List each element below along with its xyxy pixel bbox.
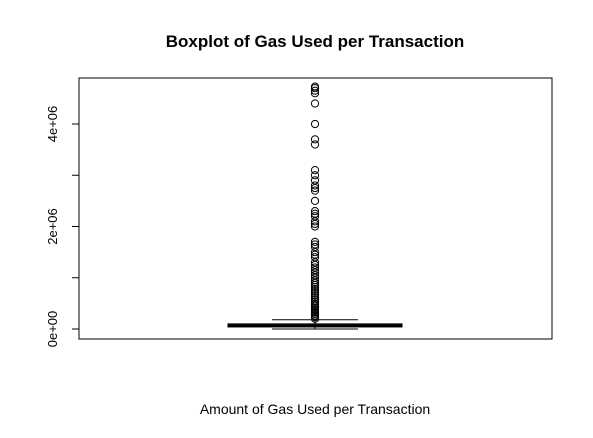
outlier-point-35 [310,222,320,231]
outlier-point-13 [310,293,320,302]
outlier-point-39 [310,209,320,218]
outlier-point-38 [310,212,320,221]
outlier-point-32 [310,242,320,252]
outlier-point-15 [310,289,320,298]
outlier-point-42 [310,186,320,195]
y-axis: 0e+00 2e+06 4e+06 [45,106,80,348]
outlier-point-10 [310,299,320,308]
outlier-point-12 [310,295,320,304]
outlier-point-34 [310,237,320,246]
outlier-point-16 [310,286,320,296]
y-tick-label-0: 0e+00 [45,311,60,348]
outlier-point-53 [310,86,320,95]
y-tick-label-1: 2e+06 [45,208,60,245]
outlier-point-40 [310,207,320,216]
chart-title: Boxplot of Gas Used per Transaction [166,32,465,51]
outlier-point-41 [310,196,320,205]
outlier-point-49 [310,135,320,144]
outlier-point-45 [310,176,320,185]
y-tick-label-2: 4e+06 [45,106,60,143]
outliers-group [310,82,320,323]
outlier-point-47 [310,166,320,175]
outlier-point-52 [310,89,320,98]
outlier-point-17 [310,284,320,294]
outlier-point-14 [310,291,320,300]
box-group [227,319,403,330]
outlier-point-50 [310,119,320,129]
outlier-point-11 [310,297,320,306]
outlier-point-46 [310,171,320,180]
outlier-point-48 [310,140,320,149]
x-axis-label: Amount of Gas Used per Transaction [200,401,430,417]
outlier-point-51 [310,99,320,108]
outlier-point-33 [310,240,320,249]
outlier-point-55 [310,82,320,91]
outlier-point-26 [310,263,320,272]
outlier-point-29 [310,253,320,262]
outlier-point-44 [310,181,320,190]
outlier-point-18 [310,282,320,292]
